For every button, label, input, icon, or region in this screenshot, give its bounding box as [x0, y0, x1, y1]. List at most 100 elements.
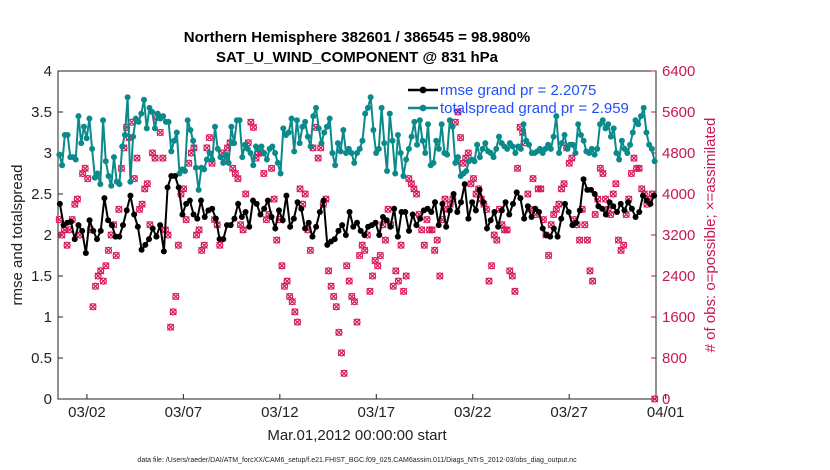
obs-count-marker [487, 262, 496, 270]
obs-count-marker [84, 175, 92, 183]
totalspread-point [520, 121, 527, 128]
obs-count-marker [195, 226, 203, 234]
totalspread-point [348, 150, 355, 156]
rmse-point [539, 225, 546, 232]
obs-count-marker [156, 128, 164, 137]
totalspread-point [247, 150, 254, 156]
rmse-point [82, 250, 89, 257]
rmse-point [172, 172, 178, 179]
totalspread-point [184, 117, 191, 124]
y-right-tick-label: 4800 [662, 145, 695, 162]
obs-count-marker [374, 262, 382, 270]
totalspread-point [97, 181, 104, 188]
y-left-tick-label: 0.5 [31, 350, 52, 367]
y-axis-right: 0 800 1600 2400 3200 4000 4800 5600 6400 [651, 63, 695, 408]
rmse-point [146, 236, 152, 243]
obs-count-marker [337, 349, 346, 357]
obs-count-marker [332, 303, 340, 311]
x-tick-label: 04/01 [647, 404, 685, 421]
totalspread-point [89, 145, 96, 152]
obs-count-marker [493, 236, 501, 244]
rmse-point [157, 222, 164, 229]
totalspread-point [313, 104, 320, 111]
totalspread-point [261, 150, 268, 156]
rmse-point [68, 218, 74, 225]
totalspread-point [102, 158, 109, 165]
obs-count-marker [242, 190, 250, 198]
rmse-point [253, 200, 260, 207]
totalspread-point [299, 123, 306, 130]
totalspread-point [613, 150, 620, 156]
obs-count-marker [392, 267, 400, 275]
rmse-point [201, 213, 208, 220]
obs-count-marker [353, 318, 361, 326]
totalspread-point [526, 141, 533, 148]
rmse-point [636, 209, 643, 216]
totalspread-point [356, 145, 363, 152]
rmse-point [469, 199, 476, 206]
obs-count-marker [306, 246, 315, 254]
obs-count-marker [560, 180, 568, 188]
rmse-point [350, 223, 357, 230]
obs-count-marker [456, 134, 465, 142]
totalspread-point [149, 109, 156, 115]
obs-count-marker [239, 226, 247, 234]
totalspread-point [616, 156, 623, 163]
totalspread-point [635, 121, 642, 128]
obs-count-marker [301, 190, 309, 198]
totalspread-point [397, 150, 404, 156]
totalspread-point [315, 125, 322, 132]
rmse-point [134, 223, 141, 230]
rmse-point [510, 200, 516, 207]
totalspread-point [389, 137, 396, 144]
totalspread-point [624, 150, 631, 156]
legend-spread-marker [419, 104, 427, 112]
totalspread-point [206, 150, 213, 156]
rmse-point [287, 223, 294, 230]
totalspread-point [640, 104, 647, 111]
totalspread-point [86, 115, 93, 122]
totalspread-point [550, 133, 557, 140]
totalspread-point [138, 110, 145, 117]
rmse-point [387, 223, 394, 230]
rmse-point [138, 246, 145, 253]
obs-count-marker [330, 292, 338, 301]
obs-count-marker [423, 216, 431, 224]
totalspread-point [214, 145, 221, 152]
totalspread-point [181, 168, 188, 175]
rmse-point [632, 213, 639, 220]
totalspread-point [607, 133, 614, 140]
obs-count-marker [394, 277, 403, 285]
obs-count-marker [651, 395, 659, 403]
rmse-point [602, 211, 609, 218]
totalspread-point [637, 113, 644, 120]
totalspread-point [195, 186, 202, 193]
obs-count-marker [529, 175, 537, 183]
obs-count-marker [601, 195, 610, 203]
totalspread-point [575, 121, 582, 128]
totalspread-point [643, 129, 650, 136]
totalspread-point [72, 156, 79, 163]
rmse-point [495, 223, 502, 230]
totalspread-point [556, 150, 563, 156]
obs-count-marker [591, 210, 599, 219]
totalspread-point [482, 140, 489, 147]
totalspread-point [381, 140, 388, 147]
totalspread-point [220, 159, 227, 166]
rmse-point [71, 236, 78, 243]
rmse-point [502, 199, 509, 206]
rmse-point [406, 227, 412, 234]
totalspread-point [108, 182, 115, 189]
obs-count-marker [133, 154, 141, 162]
rmse-point [160, 248, 167, 255]
totalspread-point [187, 127, 194, 134]
y-left-tick-label: 0 [44, 391, 52, 408]
totalspread-point [100, 117, 107, 124]
obs-count-marker [143, 180, 151, 188]
rmse-point [294, 199, 301, 206]
rmse-point [439, 200, 446, 207]
totalspread-point [274, 159, 281, 166]
obs-count-marker [350, 298, 359, 306]
obs-count-marker [537, 185, 545, 193]
totalspread-point [414, 141, 421, 148]
